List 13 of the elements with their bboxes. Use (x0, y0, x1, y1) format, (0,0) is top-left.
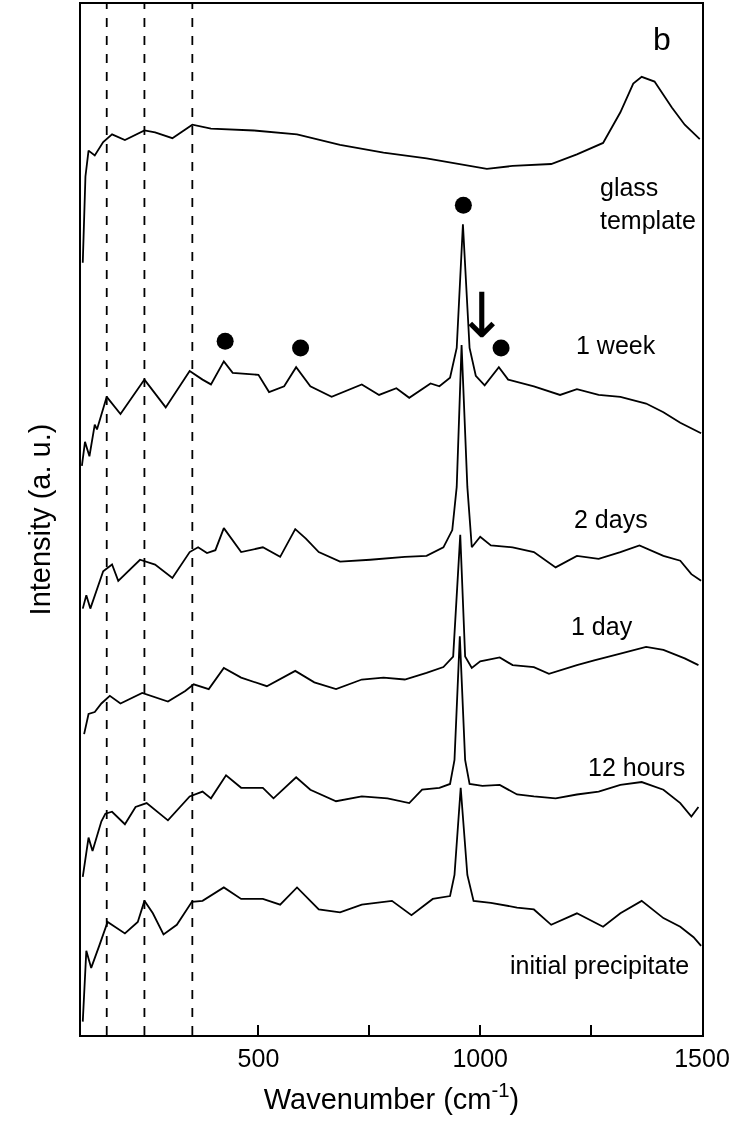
series-label: initial precipitate (510, 951, 690, 979)
x-tick-label: 1500 (674, 1043, 730, 1072)
series-label: 1 week (576, 331, 656, 359)
series-label: glass template (600, 173, 696, 234)
annotation: ↓ (456, 279, 508, 352)
series-label: 2 days (574, 505, 648, 533)
y-axis-title: Intensity (a. u.) (23, 423, 56, 616)
x-axis-title: Wavenumber (cm$^{-1}$) (263, 1079, 520, 1116)
x-tick-label: 500 (237, 1043, 280, 1072)
series-label: 12 hours (588, 753, 686, 781)
text: b (653, 21, 671, 57)
x-tick-label: 1000 (452, 1043, 509, 1072)
series-label: 1 day (571, 612, 633, 640)
